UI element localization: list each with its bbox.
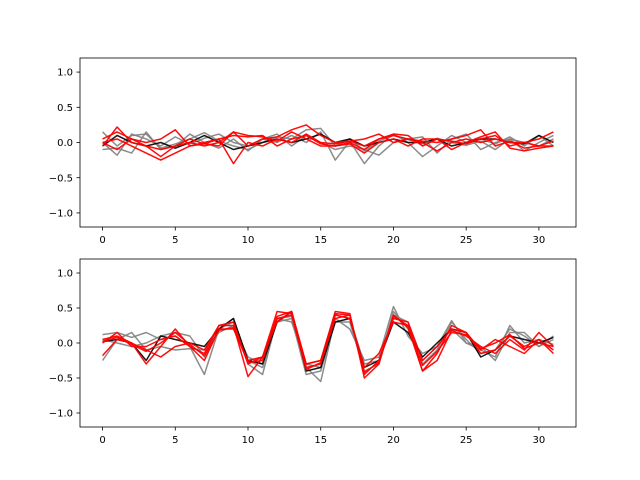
subplot-bottom: 0 5 10 15 20 25 30 −1.0 −0.5 0.0 0.5 1.0 [49, 258, 577, 446]
y-tick-label-top-4: 1.0 [57, 68, 73, 79]
y-tick-label-bottom-1: −0.5 [49, 374, 73, 385]
x-tick-label-top-4: 20 [387, 235, 400, 246]
x-axis-bottom: 0 5 10 15 20 25 30 [99, 427, 545, 446]
series-line-bottom-7 [102, 314, 554, 374]
y-tick-label-bottom-4: 1.0 [57, 269, 73, 280]
x-tick-label-top-5: 25 [460, 235, 473, 246]
y-tick-label-top-0: −1.0 [49, 209, 73, 220]
series-line-top-5 [102, 129, 554, 165]
y-axis-top: −1.0 −0.5 0.0 0.5 1.0 [49, 68, 80, 220]
series-line-bottom-3 [102, 310, 554, 372]
x-tick-label-bottom-0: 0 [99, 435, 105, 446]
x-tick-label-top-6: 30 [533, 235, 546, 246]
x-tick-label-bottom-1: 5 [172, 435, 178, 446]
x-tick-label-top-3: 15 [314, 235, 327, 246]
series-group-top [101, 124, 554, 165]
x-tick-label-bottom-4: 20 [387, 435, 400, 446]
x-tick-label-bottom-2: 10 [242, 435, 255, 446]
y-tick-label-top-1: −0.5 [49, 173, 73, 184]
y-tick-label-bottom-0: −1.0 [49, 409, 73, 420]
x-axis-top: 0 5 10 15 20 25 30 [99, 227, 545, 246]
y-tick-label-top-3: 0.5 [57, 103, 73, 114]
x-tick-label-top-0: 0 [99, 235, 105, 246]
x-tick-label-top-1: 5 [172, 235, 178, 246]
x-tick-label-bottom-3: 15 [314, 435, 327, 446]
y-tick-label-top-2: 0.0 [57, 138, 73, 149]
series-group-bottom [101, 305, 554, 383]
y-axis-bottom: −1.0 −0.5 0.0 0.5 1.0 [49, 269, 80, 420]
series-line-top-7 [102, 131, 554, 154]
x-tick-label-bottom-6: 30 [533, 435, 546, 446]
subplot-top: 0 5 10 15 20 25 30 −1.0 −0.5 0.0 0.5 1.0 [49, 57, 577, 246]
y-tick-label-bottom-2: 0.0 [57, 339, 73, 350]
x-tick-label-bottom-5: 25 [460, 435, 473, 446]
y-tick-label-bottom-3: 0.5 [57, 304, 73, 315]
series-line-top-6 [102, 133, 554, 161]
x-tick-label-top-2: 10 [242, 235, 255, 246]
